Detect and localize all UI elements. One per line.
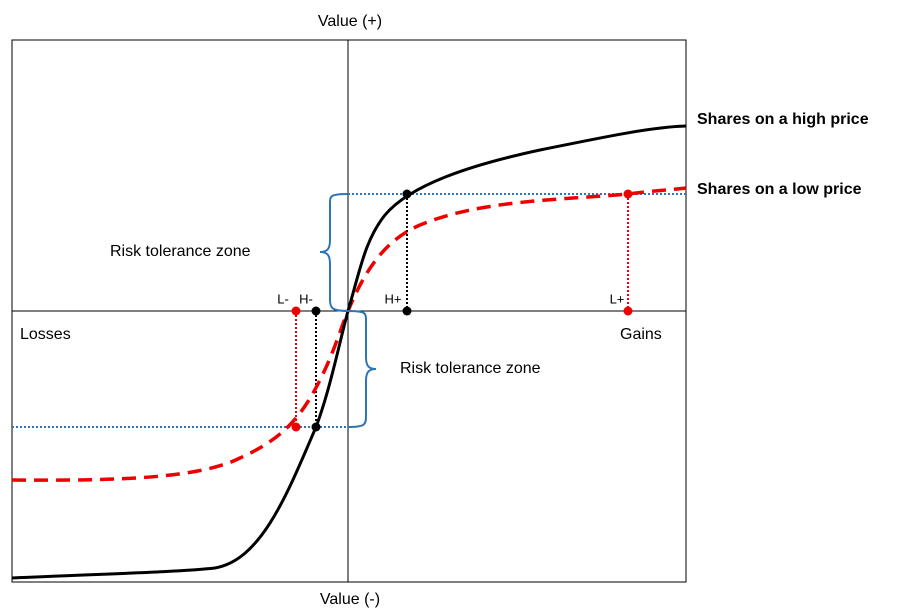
zone-label: Risk tolerance zone <box>400 360 541 377</box>
axis-label: Value (-) <box>320 591 380 608</box>
point <box>311 306 321 316</box>
axis-label: Value (+) <box>318 13 382 30</box>
point <box>311 422 321 432</box>
point-label: H- <box>299 291 313 306</box>
point-label: L+ <box>610 291 625 306</box>
axis-label: Losses <box>20 326 71 343</box>
point <box>291 422 301 432</box>
brace <box>347 310 377 428</box>
brace <box>319 193 349 312</box>
point <box>291 306 301 316</box>
curve-label: Shares on a high price <box>697 111 869 128</box>
axis-label: Gains <box>620 326 662 343</box>
point <box>623 306 633 316</box>
point-label: H+ <box>385 291 402 306</box>
point <box>623 189 633 199</box>
curve-label: Shares on a low price <box>697 181 862 198</box>
low-price-curve <box>11 186 687 482</box>
point <box>402 189 412 199</box>
zone-label: Risk tolerance zone <box>110 243 251 260</box>
point <box>402 306 412 316</box>
point-label: L- <box>277 291 289 306</box>
